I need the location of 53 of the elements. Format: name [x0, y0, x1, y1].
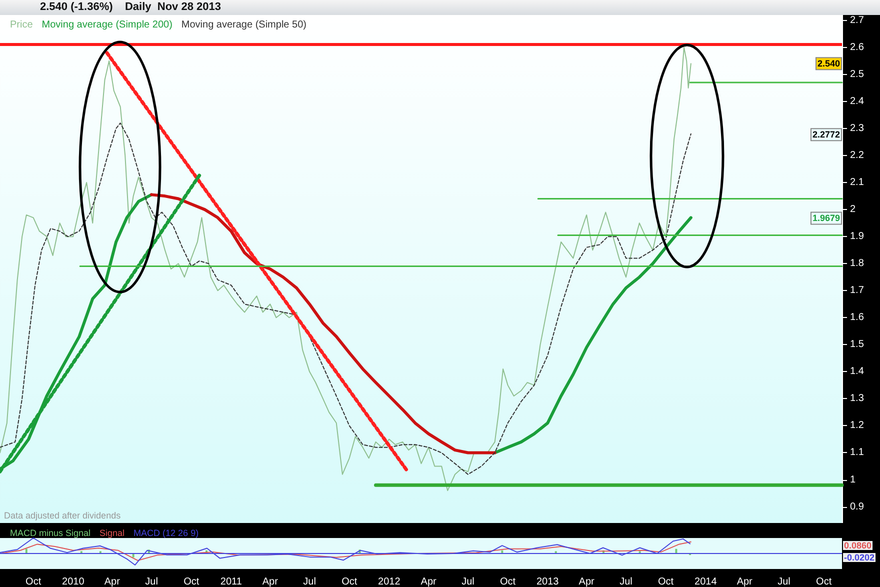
y-tick-label: 2.3: [850, 122, 864, 134]
annotation: Data adjusted after dividends: [4, 510, 122, 520]
x-tick-label: Apr: [262, 576, 279, 587]
y-tick-label: 2.7: [850, 14, 864, 26]
y-tick-label: 1.7: [850, 285, 864, 296]
x-tick-label: 2011: [220, 576, 242, 587]
annotation: 1.9679: [812, 213, 840, 224]
x-tick-label: 2013: [536, 576, 560, 587]
x-tick-label: Apr: [104, 576, 121, 587]
x-tick-label: Jul: [145, 576, 158, 587]
x-tick-label: Apr: [578, 576, 596, 587]
annotation: 2.2772: [812, 130, 840, 140]
x-tick-label: Oct: [658, 576, 674, 587]
y-tick-label: 1.3: [850, 393, 864, 404]
y-tick-label: 0.9: [850, 501, 864, 512]
x-tick-label: Apr: [736, 576, 754, 587]
x-tick-label: 2012: [378, 576, 401, 587]
x-tick-label: Jul: [778, 576, 790, 587]
annotation: 2.540: [817, 58, 840, 69]
y-tick-label: 1.8: [850, 258, 864, 270]
text: Price: [10, 20, 34, 30]
x-tick-label: Oct: [26, 576, 42, 587]
y-tick-label: 1: [850, 474, 856, 486]
series-label: MACD (12 26 9): [134, 528, 199, 538]
y-tick-label: 2.2: [850, 150, 864, 162]
y-tick-label: 1.6: [850, 312, 864, 324]
text: Moving average (Simple 50): [181, 20, 306, 30]
y-tick-label: 1.1: [850, 447, 864, 458]
y-tick-label: 2.6: [850, 42, 864, 53]
y-tick-label: 2.5: [850, 68, 864, 80]
y-tick-label: 2.4: [850, 96, 864, 107]
y-tick-label: 1.2: [850, 420, 864, 432]
x-tick-label: 2010: [62, 576, 85, 587]
chart-title: 2.540 (-1.36%) Daily Nov 28 2013: [0, 0, 880, 15]
x-tick-label: Jul: [462, 576, 474, 587]
x-tick-label: 2014: [694, 576, 718, 587]
text: -0.0202: [844, 552, 875, 562]
x-tick-label: Oct: [184, 576, 200, 587]
x-tick-label: Jul: [620, 576, 632, 587]
x-tick-label: Oct: [500, 576, 516, 587]
x-tick-label: Oct: [342, 576, 358, 587]
text: Moving average (Simple 200): [42, 20, 172, 30]
series-label: MACD minus Signal: [10, 528, 91, 538]
y-tick-label: 2: [850, 204, 856, 216]
y-tick-label: 2.1: [850, 177, 864, 188]
y-tick-label: 1.9: [850, 231, 864, 242]
y-tick-label: 1.5: [850, 339, 864, 350]
x-tick-label: Apr: [420, 576, 438, 587]
x-tick-label: Jul: [303, 576, 316, 587]
text: 0.0860: [844, 540, 872, 550]
y-tick-label: 1.4: [850, 366, 864, 378]
series-label: Signal: [100, 528, 125, 538]
x-tick-label: Oct: [816, 576, 832, 587]
